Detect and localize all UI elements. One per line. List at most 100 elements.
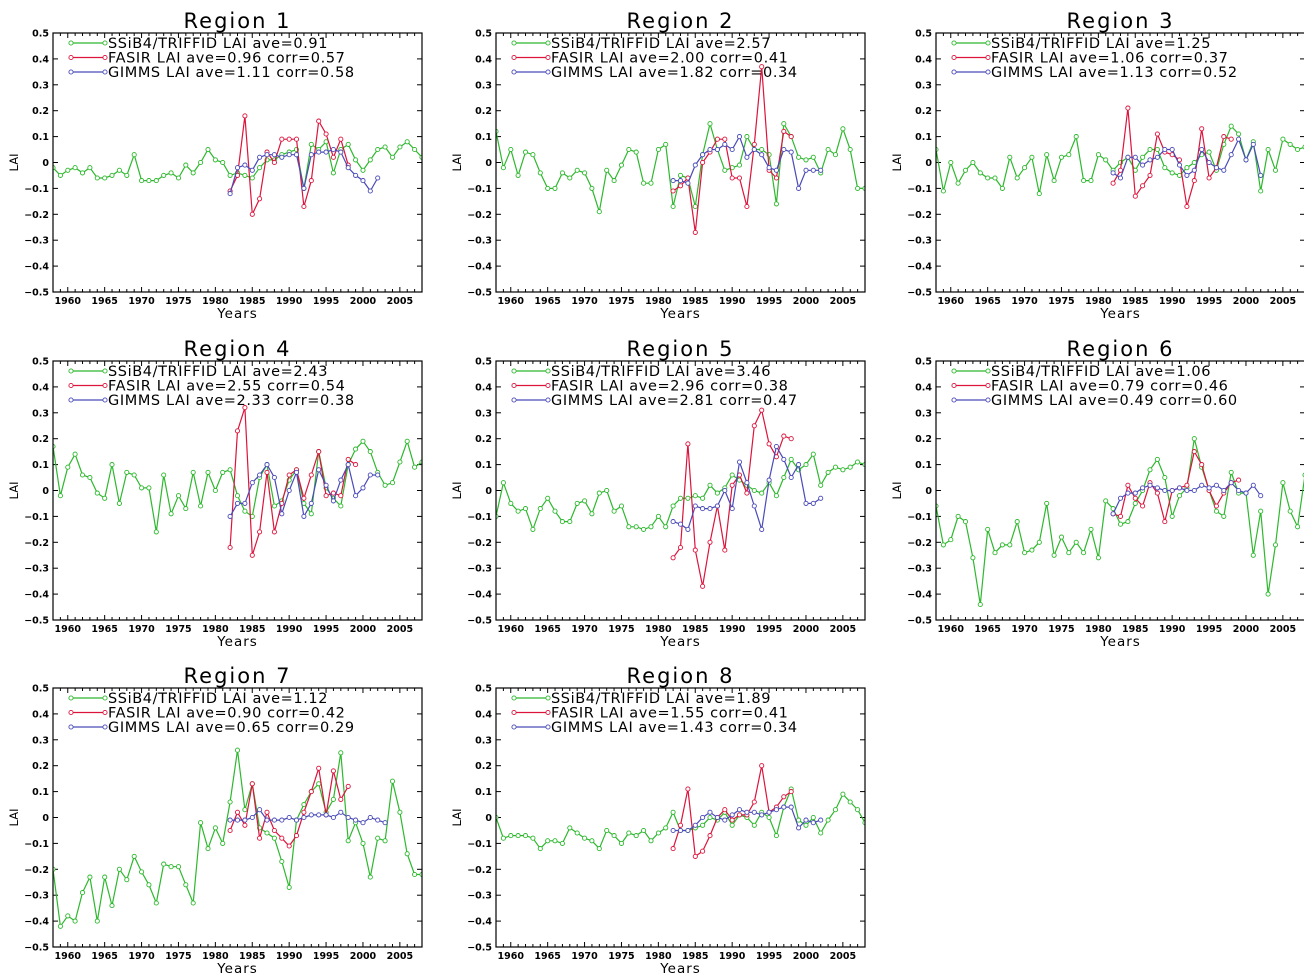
data-point [316, 467, 322, 473]
y-tick-label: −0.2 [24, 538, 49, 549]
data-point [825, 817, 831, 823]
data-point [242, 113, 248, 119]
data-point [641, 526, 647, 532]
y-tick-label: −0.5 [24, 288, 49, 299]
data-point [751, 141, 757, 147]
data-point [87, 165, 93, 171]
data-point [286, 472, 292, 478]
x-tick-label: 2000 [1233, 296, 1260, 307]
data-point [279, 136, 285, 142]
data-point [1184, 482, 1190, 488]
series-line-1 [496, 452, 865, 532]
x-tick-label: 1960 [55, 624, 82, 635]
series-line-3 [229, 462, 378, 519]
data-point [279, 817, 285, 823]
data-point [72, 451, 78, 457]
data-point [94, 490, 100, 496]
data-point [736, 807, 743, 813]
data-point [293, 152, 300, 158]
data-point [279, 154, 285, 160]
y-tick-label: −0.4 [467, 917, 492, 928]
data-point [1228, 469, 1234, 475]
y-tick-label: 0.2 [475, 106, 492, 117]
data-point [955, 180, 961, 186]
data-point [999, 185, 1005, 191]
data-point [1154, 456, 1160, 462]
data-point [183, 882, 189, 888]
data-point [803, 462, 809, 468]
x-tick-label: 1990 [276, 951, 303, 962]
data-point [360, 840, 366, 846]
data-point [367, 874, 373, 880]
data-point [234, 165, 241, 171]
x-tick-label: 1975 [608, 296, 634, 307]
data-point [626, 830, 632, 836]
data-point [670, 203, 676, 210]
data-point [604, 827, 610, 834]
data-point [1258, 493, 1264, 499]
y-tick-label: −0.5 [467, 943, 492, 954]
chart-title: Region 3 [1067, 9, 1175, 33]
data-point [139, 485, 145, 491]
data-point [175, 493, 182, 499]
chart-panel-region-3: Region 3 −0.5 −0.4 −0.3 −0.2 −0.1 0 0.1 0.2 0.3 0.… [890, 9, 1304, 322]
data-point [1014, 175, 1020, 181]
x-tick-label: 1985 [1122, 624, 1148, 635]
data-point [977, 601, 983, 608]
data-point [323, 493, 329, 499]
data-point [1169, 487, 1175, 494]
data-point [1125, 105, 1131, 111]
x-tick-label: 1980 [1085, 624, 1112, 635]
y-tick-label: 0 [42, 486, 49, 497]
data-point [700, 495, 706, 501]
legend-marker [68, 397, 74, 403]
y-axis-label: LAI [450, 154, 464, 172]
data-point [655, 830, 661, 836]
y-tick-label: 0.4 [915, 54, 932, 65]
data-point [940, 188, 946, 194]
y-tick-label: 0 [485, 158, 492, 169]
data-point [227, 172, 233, 178]
data-point [249, 175, 255, 181]
data-point [633, 149, 639, 155]
x-tick-label: 1970 [571, 951, 598, 962]
data-point [970, 555, 976, 561]
data-point [773, 807, 779, 813]
data-point [139, 178, 145, 184]
x-tick-label: 1985 [239, 951, 265, 962]
data-point [604, 487, 610, 494]
data-point [751, 423, 757, 429]
data-point [803, 500, 809, 506]
legend-label: GIMMS LAI ave=0.65 corr=0.29 [108, 720, 355, 736]
series-line-1 [496, 121, 865, 212]
legend-marker [985, 69, 991, 75]
data-point [1287, 141, 1293, 147]
data-point [1140, 154, 1146, 160]
data-point [242, 822, 248, 828]
data-point [736, 175, 743, 181]
data-point [146, 882, 152, 888]
data-point [985, 175, 991, 181]
x-tick-label: 1960 [498, 296, 525, 307]
y-tick-label: −0.3 [467, 564, 492, 575]
data-point [353, 157, 359, 163]
legend-marker [68, 368, 74, 374]
data-point [552, 838, 558, 844]
data-point [102, 175, 108, 181]
x-tick-label: 1985 [239, 296, 265, 307]
data-point [781, 146, 787, 153]
data-point [1095, 152, 1101, 158]
y-tick-label: 0.1 [475, 787, 492, 798]
data-point [1162, 165, 1168, 171]
legend-label: GIMMS LAI ave=0.49 corr=0.60 [991, 393, 1238, 409]
data-point [759, 152, 765, 158]
data-point [389, 480, 396, 486]
data-point [803, 817, 809, 823]
legend-marker [511, 54, 517, 61]
chart-panel-region-7: Region 7 −0.5 −0.4 −0.3 −0.2 −0.1 0 0.1 0.2 0.3 0.… [7, 664, 423, 976]
data-point [1176, 485, 1183, 491]
legend-marker [545, 54, 551, 61]
data-point [308, 789, 314, 795]
data-point [948, 159, 954, 166]
